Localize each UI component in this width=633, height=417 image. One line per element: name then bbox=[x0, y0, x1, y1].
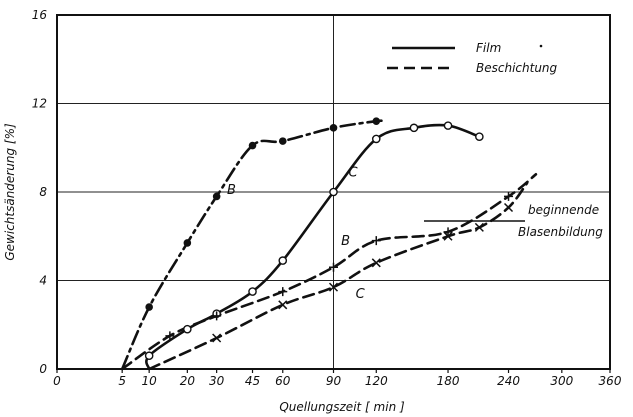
data-markers bbox=[144, 117, 514, 361]
data-point-beschichtung-c bbox=[443, 231, 453, 241]
data-point-beschichtung-c bbox=[474, 222, 484, 232]
data-point-film-c bbox=[248, 287, 257, 296]
x-tick-label: 60 bbox=[275, 374, 291, 388]
data-point-film-c bbox=[475, 132, 484, 141]
data-point-beschichtung-b bbox=[371, 236, 381, 246]
curve-label-beschichtung-b: B bbox=[341, 234, 350, 249]
x-tick-label: 10 bbox=[142, 374, 158, 388]
y-tick-label: 0 bbox=[39, 362, 47, 376]
x-tick-label: 5 bbox=[118, 374, 126, 388]
curve-film-b bbox=[120, 119, 385, 371]
annotations: beginnende Blasenbildung bbox=[424, 203, 603, 239]
data-point-beschichtung-c bbox=[278, 300, 288, 310]
data-point-beschichtung-b bbox=[329, 262, 338, 272]
data-point-film-b bbox=[145, 303, 153, 311]
curve-film-c bbox=[145, 123, 481, 371]
x-tick-label: 300 bbox=[550, 374, 573, 388]
plot-frame bbox=[56, 14, 611, 370]
x-tick-label: 45 bbox=[245, 374, 260, 388]
data-point-film-b bbox=[278, 137, 287, 145]
data-point-film-b bbox=[372, 117, 381, 125]
x-tick-label: 0 bbox=[53, 374, 61, 388]
annotation-blasenbildung: Blasenbildung bbox=[518, 225, 603, 239]
data-point-beschichtung-b bbox=[443, 227, 453, 237]
data-point-film-c bbox=[278, 256, 288, 265]
data-point-film-c bbox=[371, 134, 381, 144]
speck-mark bbox=[539, 44, 543, 48]
data-point-film-c bbox=[409, 123, 419, 133]
data-point-film-b bbox=[183, 239, 192, 247]
legend: Film Beschichtung bbox=[387, 41, 558, 75]
x-tick-label: 180 bbox=[437, 374, 460, 388]
data-point-beschichtung-c bbox=[212, 333, 222, 343]
data-point-beschichtung-b bbox=[504, 191, 514, 201]
x-tick-label: 120 bbox=[365, 374, 388, 388]
x-tick-label: 30 bbox=[209, 374, 225, 388]
curve-beschichtung-b bbox=[120, 173, 538, 371]
x-tick-label: 360 bbox=[599, 374, 622, 388]
y-tick-label: 12 bbox=[32, 97, 47, 111]
data-point-film-c bbox=[443, 121, 453, 130]
tick-labels: 0 5 10 20 30 45 60 90 120 180 240 300 360 0 4 8 12 16 bbox=[32, 8, 622, 388]
x-tick-label: 20 bbox=[180, 374, 196, 388]
y-axis-title: Gewichtsänderung [%] bbox=[3, 123, 17, 261]
data-point-film-b bbox=[212, 192, 221, 201]
curve-labels: B C B C bbox=[227, 166, 366, 303]
curve-label-beschichtung-c: C bbox=[356, 287, 366, 302]
data-point-film-c bbox=[144, 351, 154, 361]
curve-label-film-c: C bbox=[348, 166, 358, 181]
data-point-film-c bbox=[183, 324, 192, 334]
x-tick-label: 90 bbox=[326, 374, 342, 388]
data-point-beschichtung-c bbox=[371, 258, 381, 268]
curve-beschichtung-c bbox=[147, 181, 529, 371]
legend-label-film: Film bbox=[476, 41, 501, 55]
y-tick-label: 16 bbox=[32, 8, 48, 22]
data-point-beschichtung-c bbox=[328, 282, 339, 292]
x-axis-title: Quellungszeit [ min ] bbox=[279, 400, 405, 414]
x-tick-label: 240 bbox=[497, 374, 520, 388]
annotation-beginnende: beginnende bbox=[528, 203, 599, 217]
curve-label-film-b: B bbox=[227, 183, 236, 198]
data-point-beschichtung-c bbox=[503, 202, 514, 213]
y-tick-label: 8 bbox=[39, 185, 47, 199]
legend-label-beschichtung: Beschichtung bbox=[476, 61, 558, 75]
data-point-film-b bbox=[329, 124, 338, 132]
data-point-film-b bbox=[248, 141, 257, 150]
data-point-beschichtung-b bbox=[165, 331, 175, 341]
y-tick-label: 4 bbox=[39, 274, 47, 288]
data-point-beschichtung-b bbox=[278, 287, 288, 297]
data-point-film-c bbox=[329, 187, 338, 197]
data-point-beschichtung-b bbox=[212, 311, 222, 321]
